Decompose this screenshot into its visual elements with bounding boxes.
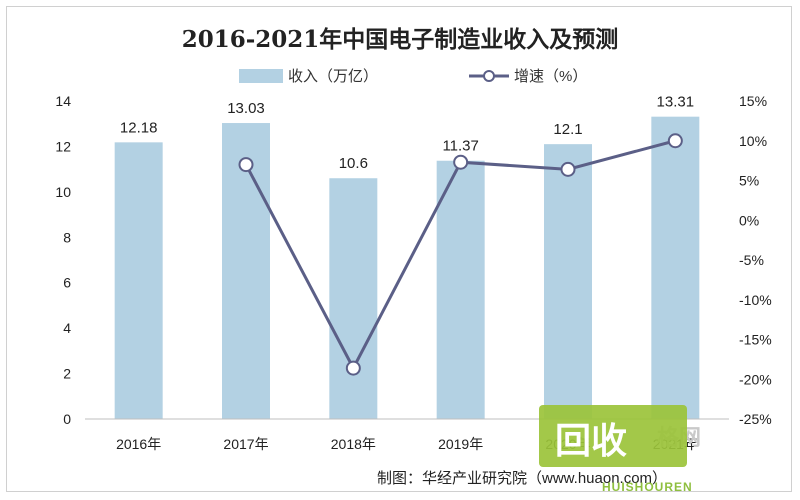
growth-point [453,154,469,170]
y2-axis-tick-label: 10% [739,133,767,149]
growth-point [560,161,576,177]
y-axis-tick-label: 0 [63,411,71,427]
bar-value-label: 10.6 [339,155,368,172]
y-axis-tick-label: 10 [55,184,71,200]
y-axis-tick-label: 6 [63,275,71,291]
y2-axis-tick-label: 5% [739,173,759,189]
bar [651,116,700,420]
bar-value-label: 13.31 [657,94,695,111]
legend-bar-label: 收入（万亿） [288,68,378,85]
y-axis-tick-label: 4 [63,320,71,336]
bar [544,144,592,419]
y-axis-tick-label: 2 [63,366,71,382]
watermark-logo: 格网 回收 HUISHOUREN [539,405,701,493]
plot-area: 0 2 4 6 8 10 12 14 15% 10% 5% 0% -5% -10% -15% -20% -25%… [55,93,771,452]
y-axis-tick-label: 8 [63,229,71,245]
bar-value-label: 11.37 [442,138,478,155]
y2-axis-tick-label: -15% [739,332,772,348]
watermark-big-text: 回收 [555,420,627,461]
y-axis-tick-label: 12 [55,138,71,154]
bar [436,160,485,419]
growth-point [667,133,683,149]
y2-axis-tick-label: 0% [739,212,759,228]
y2-axis-tick-label: 15% [739,93,767,109]
y2-axis-tick-label: -20% [739,371,772,387]
legend-line-marker [483,70,495,82]
bar-value-label: 12.18 [120,119,158,136]
legend-bar-swatch [239,69,283,83]
source-note: 制图：华经产业研究院（www.huaon.com） [377,469,667,487]
bar [222,123,270,419]
legend-line-label: 增速（%） [514,68,587,85]
y2-axis-tick-label: -25% [739,411,772,427]
growth-point [345,360,361,376]
bar-value-label: 12.1 [553,121,582,138]
bar [329,178,378,419]
revenue-growth-chart: 2016-2021年中国电子制造业收入及预测 收入（万亿） 增速（%） 0 2 4 6… [55,26,771,493]
growth-point [238,157,254,173]
y2-axis-tick-label: -10% [739,292,772,308]
y2-axis-tick-label: -5% [739,252,764,268]
bar-value-label: 13.03 [227,100,265,117]
x-axis-tick-label: 2017年 [223,436,268,452]
y-axis-tick-label: 14 [55,93,71,109]
bar [114,142,163,419]
chart-title: 2016-2021年中国电子制造业收入及预测 [182,26,619,53]
x-axis-tick-label: 2018年 [331,436,376,452]
chart-frame: 2016-2021年中国电子制造业收入及预测 收入（万亿） 增速（%） 0 2 4 6… [6,6,792,493]
x-axis-tick-label: 2019年 [438,436,483,452]
x-axis-tick-label: 2016年 [116,436,161,452]
legend: 收入（万亿） 增速（%） [239,68,587,85]
watermark-small-text: HUISHOUREN [602,480,693,493]
watermark-badge [539,405,687,467]
